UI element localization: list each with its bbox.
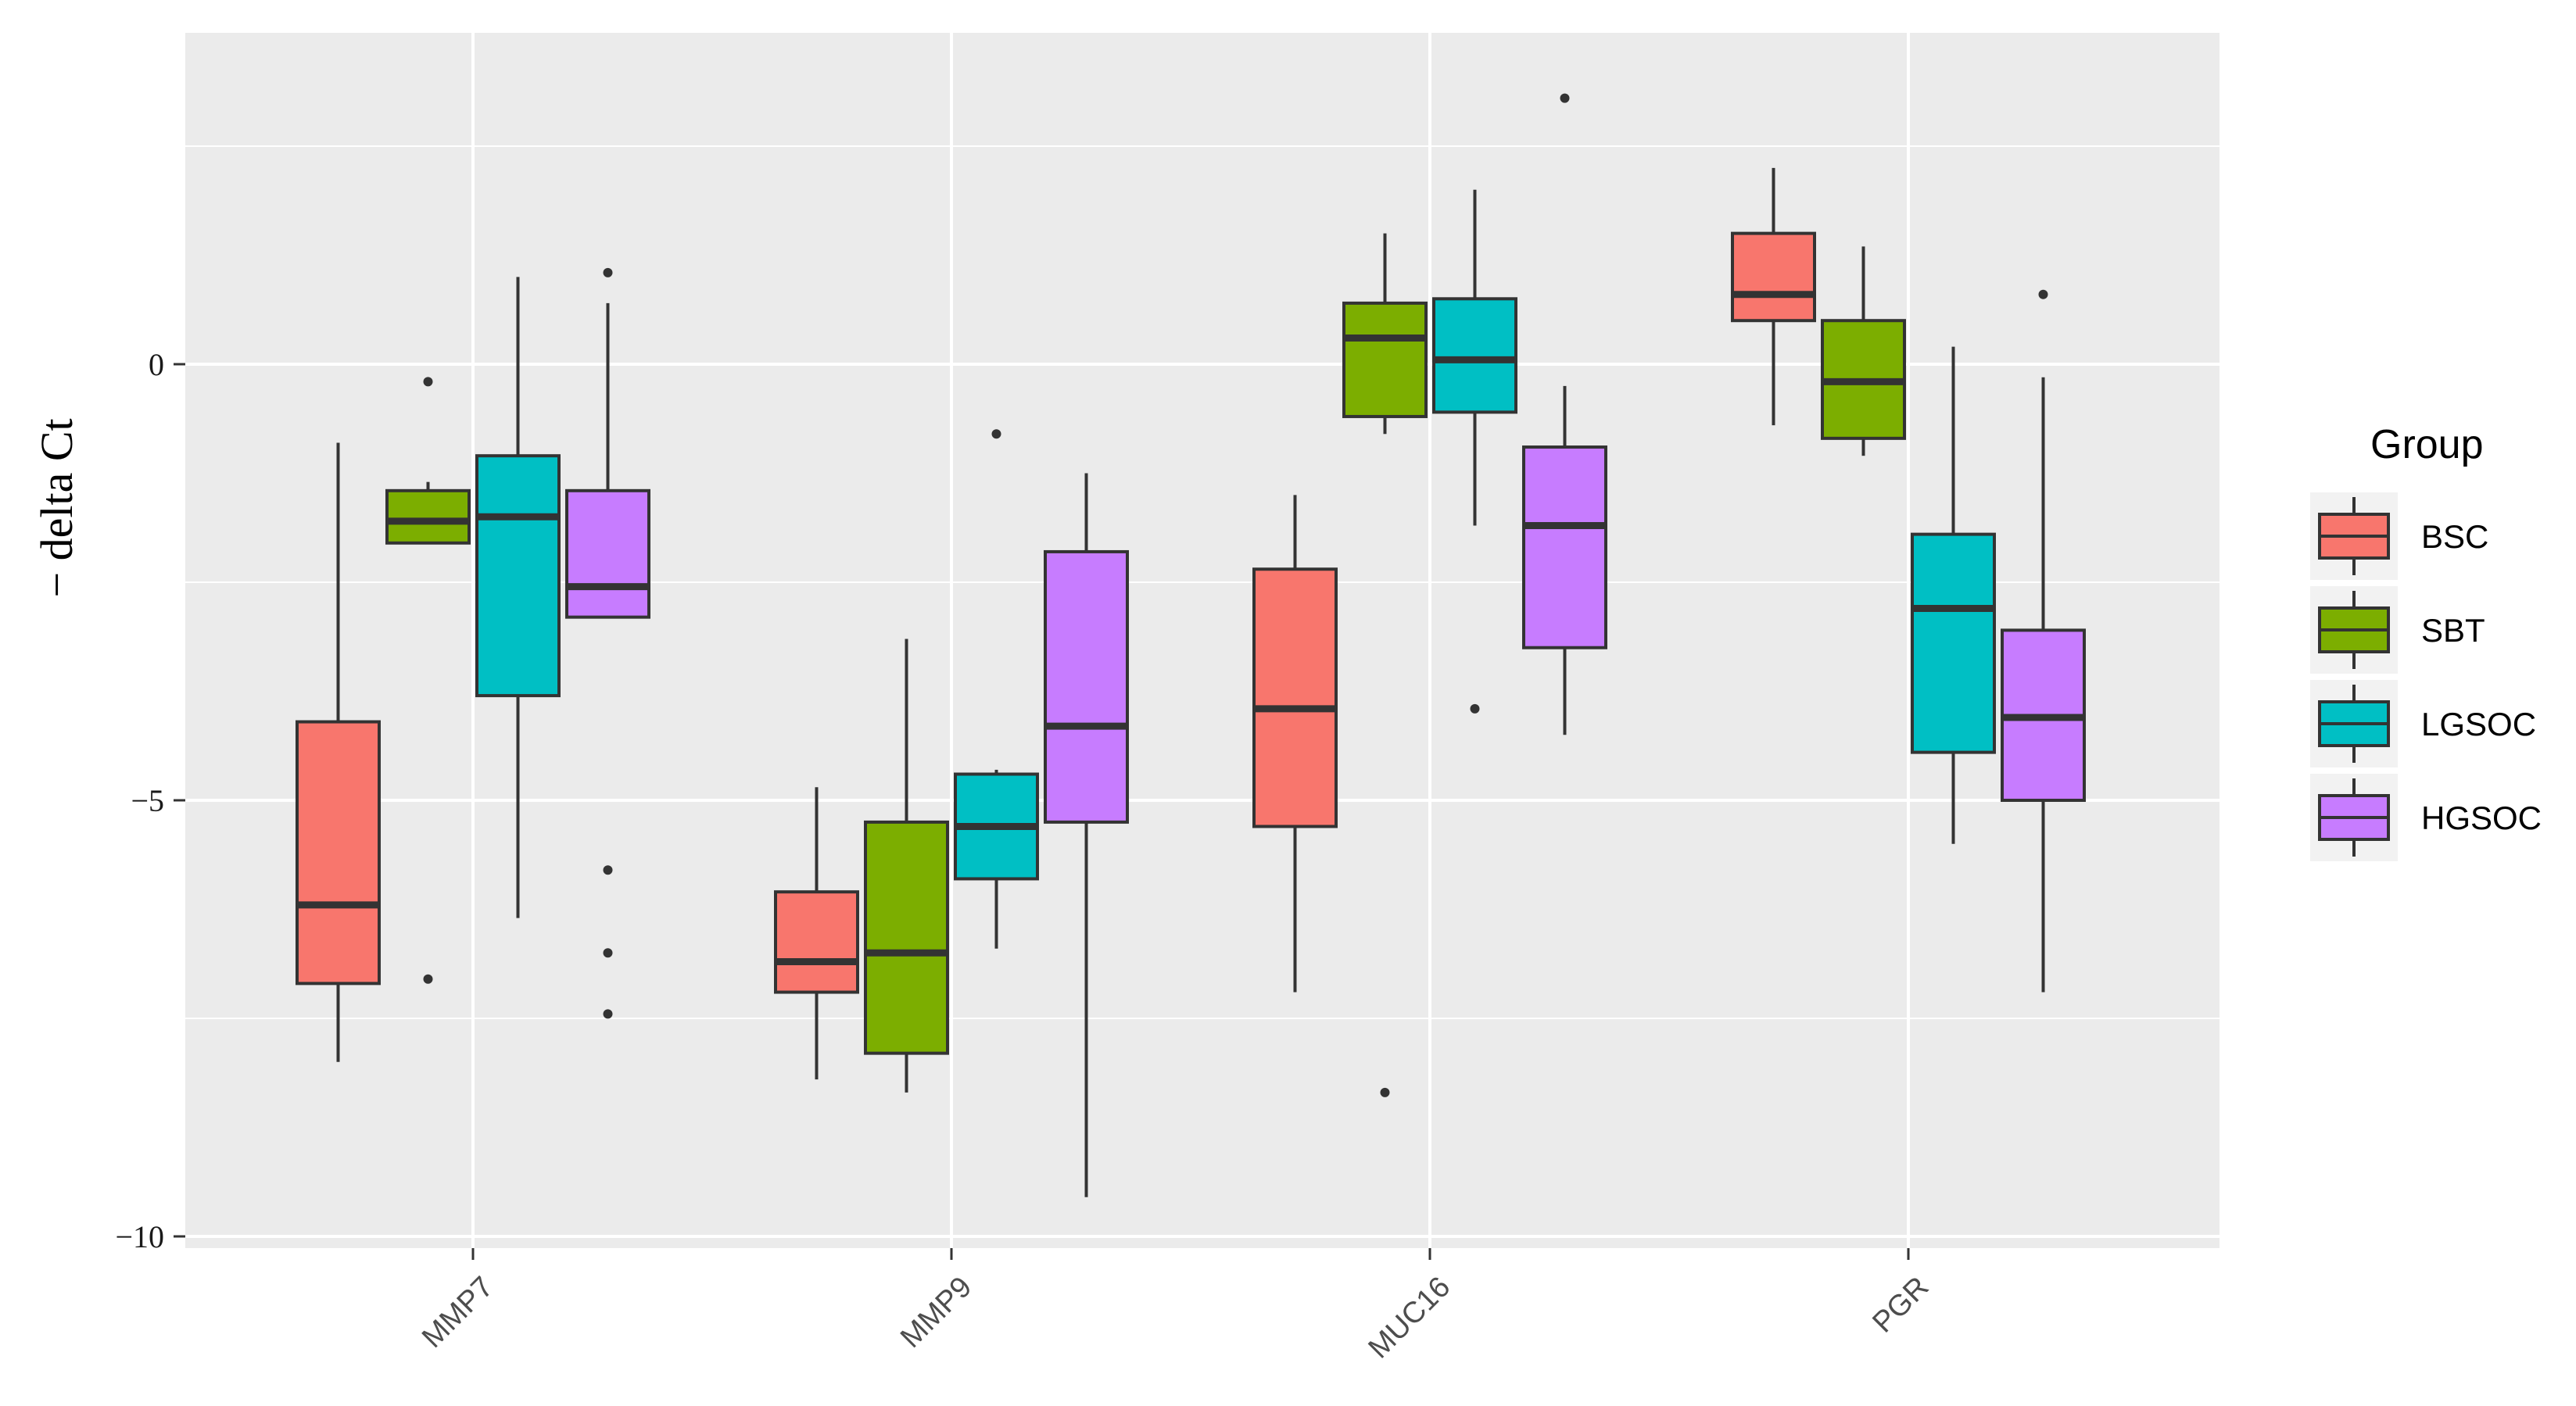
series-hgsoc <box>565 93 2086 1197</box>
box-lgsoc-mmp9 <box>954 429 1039 949</box>
box-lgsoc-mmp7 <box>475 277 561 918</box>
y-tick-label: 0 <box>149 347 164 382</box>
outlier-point <box>423 377 433 387</box>
legend-label: LGSOC <box>2421 706 2536 742</box>
box-bsc-pgr <box>1731 167 1816 426</box>
box-bsc-mmp9 <box>774 787 859 1080</box>
outlier-point <box>603 948 613 958</box>
y-axis-label: − delta Ct <box>31 418 82 597</box>
y-axis: 0 −5 −10 <box>115 347 185 1254</box>
series-sbt <box>385 233 1906 1097</box>
x-axis: MMP7 MMP9 MUC16 PGR <box>416 1248 1935 1365</box>
outlier-point <box>603 865 613 875</box>
legend-key-bsc: BSC <box>2310 492 2488 580</box>
box-sbt-muc16 <box>1342 233 1428 1097</box>
box-hgsoc-muc16 <box>1522 93 1607 735</box>
x-tick-label: MMP9 <box>894 1271 978 1354</box>
legend-key-lgsoc: LGSOC <box>2310 680 2536 767</box>
legend-key-hgsoc: HGSOC <box>2310 774 2542 861</box>
box-series-layer <box>296 93 2086 1197</box>
legend-title: Group <box>2370 422 2484 467</box>
iqr-box <box>774 890 859 994</box>
box-lgsoc-muc16 <box>1432 189 1517 714</box>
iqr-box <box>565 488 650 619</box>
outlier-point <box>991 429 1001 439</box>
outlier-point <box>2038 289 2048 299</box>
x-tick-label: MUC16 <box>1363 1271 1457 1365</box>
box-sbt-mmp7 <box>385 377 471 984</box>
y-tick-label: −10 <box>115 1219 164 1254</box>
box-lgsoc-pgr <box>1911 346 1996 844</box>
outlier-point <box>1380 1087 1390 1097</box>
series-bsc <box>296 167 1816 1080</box>
legend: Group BSC SBT LGSOC HGSOC <box>2310 422 2542 861</box>
x-tick-label: MMP7 <box>416 1271 500 1354</box>
outlier-point <box>423 974 433 984</box>
iqr-box <box>296 720 381 986</box>
box-hgsoc-pgr <box>2001 289 2086 993</box>
outlier-point <box>603 1009 613 1019</box>
legend-label: HGSOC <box>2421 800 2542 836</box>
legend-key-sbt: SBT <box>2310 586 2485 674</box>
box-sbt-pgr <box>1821 246 1906 456</box>
iqr-box <box>1044 549 1129 824</box>
outlier-point <box>603 267 613 277</box>
series-lgsoc <box>475 189 1996 949</box>
x-tick-label: PGR <box>1866 1271 1935 1340</box>
outlier-point <box>1470 703 1480 714</box>
box-sbt-mmp9 <box>864 639 949 1093</box>
major-gridlines <box>185 33 2220 1248</box>
iqr-box <box>1522 445 1607 649</box>
legend-label: SBT <box>2421 612 2485 649</box>
box-bsc-muc16 <box>1252 495 1338 993</box>
iqr-box <box>864 820 949 1055</box>
box-hgsoc-mmp7 <box>565 267 650 1019</box>
legend-label: BSC <box>2421 518 2488 555</box>
box-hgsoc-mmp9 <box>1044 473 1129 1197</box>
iqr-box <box>1911 532 1996 754</box>
iqr-box <box>385 488 471 545</box>
y-tick-label: −5 <box>131 783 164 818</box>
iqr-box <box>1731 231 1816 323</box>
iqr-box <box>1252 567 1338 828</box>
iqr-box <box>1342 301 1428 418</box>
box-bsc-mmp7 <box>296 442 381 1062</box>
iqr-box <box>1432 297 1517 414</box>
iqr-box <box>475 454 561 698</box>
outlier-point <box>1560 93 1570 103</box>
